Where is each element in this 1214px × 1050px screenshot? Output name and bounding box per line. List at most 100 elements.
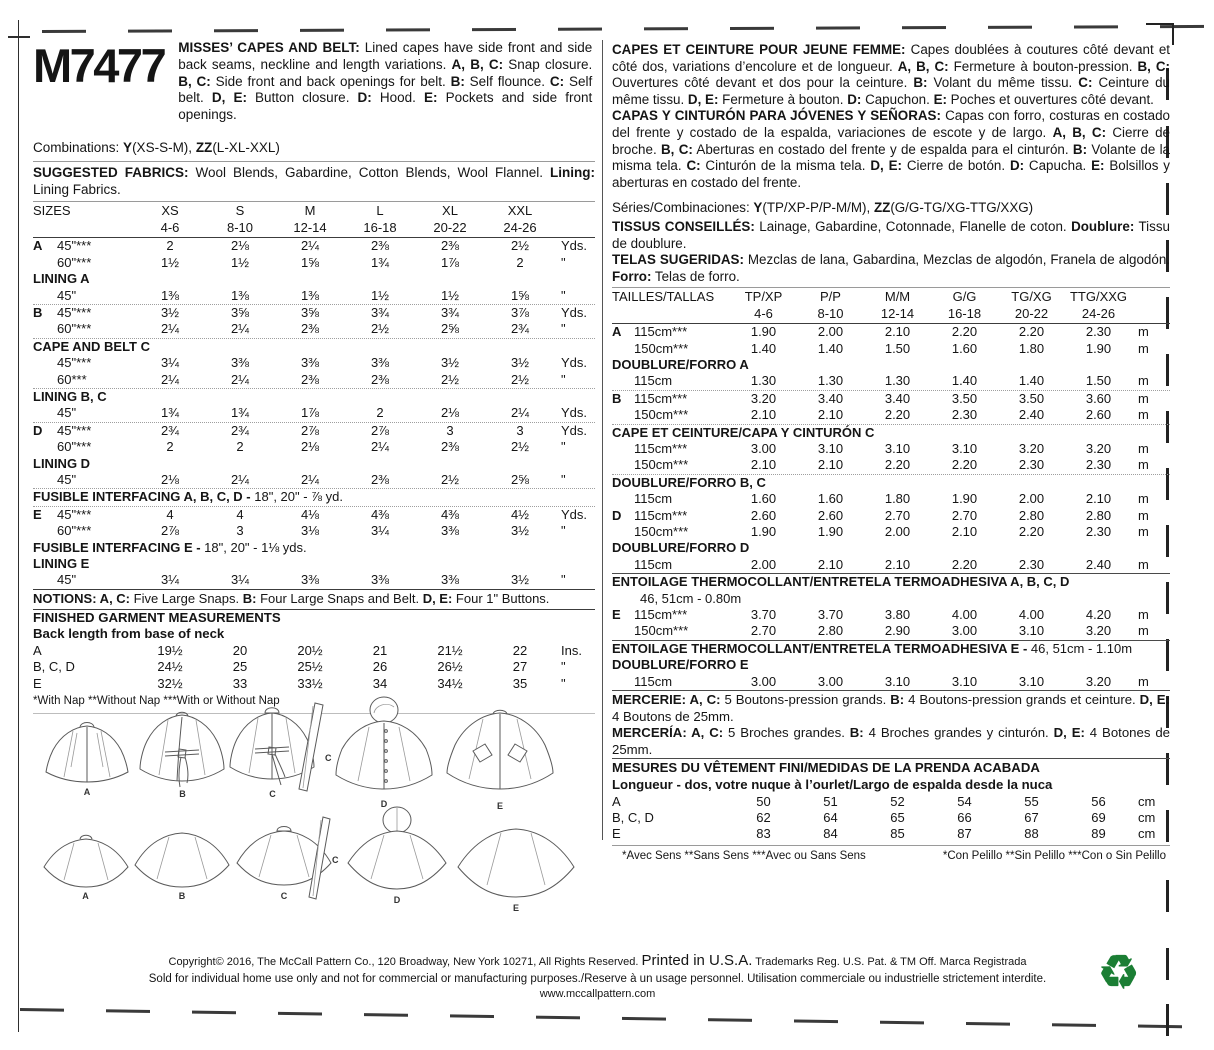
perforation-line-top: [41, 24, 1214, 33]
belt-c-front-drawing: C: [295, 701, 332, 793]
mercerie-line: MERCERIE: A, C: 5 Boutons-pression grand…: [612, 690, 1170, 724]
yardage-table-en: SIZES XS S M L XL XXL 4-6 8-10 12-14 16-18 20-22 24-…: [33, 201, 595, 588]
yardage-section-row: LINING B, C: [33, 387, 595, 405]
website-url: www.mccallpattern.com: [539, 988, 656, 1000]
pattern-description-es: CAPAS Y CINTURÓN PARA JÓVENES Y SEÑORAS:…: [612, 108, 1171, 190]
copyright-text: Copyright© 2016, The McCall Pattern Co.,…: [168, 956, 639, 968]
yardage-row: 45" 3¼ 3¼ 3⅜ 3⅜ 3⅜ 3½ ": [57, 572, 566, 588]
yardage-section-row: DOUBLURE/FORRO A: [612, 356, 749, 372]
yardage-section-row: ENTOILAGE THERMOCOLLANT/ENTRETELA TERMOA…: [612, 639, 1170, 657]
measurement-row: B, C, D 24½ 25 25½ 26 26½ 27 ": [33, 659, 566, 675]
cape-e-front-drawing: E: [441, 705, 559, 811]
yardage-section-row: DOUBLURE/FORRO E: [612, 657, 749, 673]
footer: Copyright© 2016, The McCall Pattern Co.,…: [95, 952, 1100, 1001]
home-use-line: Sold for individual home use only and no…: [148, 973, 1047, 985]
yardage-row: 150cm*** 1.90 1.90 2.00 2.10 2.20 2.30 m: [634, 524, 1149, 539]
registration-mark: [1166, 183, 1169, 215]
registration-mark: [1166, 525, 1169, 557]
yardage-row: D 115cm*** 2.60 2.60 2.70 2.70 2.80 2.80 m: [612, 507, 1149, 523]
tissus-conseilles: TISSUS CONSEILLÉS: Lainage, Gabardine, C…: [612, 218, 1170, 251]
printed-in-usa: Printed in U.S.A.: [641, 952, 753, 969]
perforation-line-bottom: [19, 1008, 1214, 1029]
yardage-section-row: DOUBLURE/FORRO D: [612, 540, 750, 556]
registration-mark: [1166, 297, 1169, 329]
nap-footnote-fr: *Avec Sens **Sans Sens ***Avec ou Sans S…: [622, 849, 866, 862]
cape-d-front-drawing: D: [331, 695, 437, 809]
cape-c-front-drawing: C: [225, 703, 320, 799]
table-header-row: TAILLES/TALLAS TP/XP P/P M/M G/G TG/XG TTG/XXG: [612, 287, 1170, 305]
cape-b-front-drawing: B: [135, 707, 230, 799]
pattern-description-en: MISSES’ CAPES AND BELT: Lined capes have…: [178, 40, 593, 123]
back-length-heading: Back length from base of neck: [33, 626, 225, 642]
finished-measurements-table-fr-es: A 50 51 52 54 55 56 cm B, C, D 62 64 65 66 67 69 cm E 83 8…: [612, 794, 1170, 843]
yardage-row: 45" 1⅜ 1⅜ 1⅜ 1½ 1½ 1⅝ ": [57, 287, 566, 303]
registration-mark: [1166, 126, 1169, 158]
garment-drawings: A B C: [33, 695, 598, 955]
registration-mark: [1166, 468, 1169, 500]
yardage-row: E 115cm*** 3.70 3.70 3.80 4.00 4.00 4.20 m: [612, 607, 1149, 623]
measurement-row: A 19½ 20 20½ 21 21½ 22 Ins.: [33, 642, 582, 658]
finished-measurements-heading: FINISHED GARMENT MEASUREMENTS: [33, 609, 281, 625]
mesures-heading: MESURES DU VÊTEMENT FINI/MEDIDAS DE LA P…: [612, 758, 1170, 777]
yardage-row: 115cm 2.00 2.10 2.10 2.20 2.30 2.40 m: [634, 556, 1149, 572]
yardage-section-row: LINING D: [33, 455, 91, 471]
yardage-section-row: CAPE AND BELT C: [33, 337, 595, 355]
left-edge-rule: [18, 20, 19, 1032]
yardage-row: 150cm*** 2.10 2.10 2.20 2.20 2.30 2.30 m: [634, 457, 1149, 473]
yardage-row: 60*** 2¼ 2¼ 2⅜ 2⅜ 2½ 2½ ": [57, 371, 566, 387]
registration-mark: [1166, 1004, 1169, 1036]
cape-a-front-drawing: A: [41, 717, 133, 797]
suggested-fabrics: SUGGESTED FABRICS: Wool Blends, Gabardin…: [33, 161, 595, 198]
yardage-row: 60"*** 2 2 2⅛ 2¼ 2⅜ 2½ ": [57, 439, 566, 455]
yardage-row: B 115cm*** 3.20 3.40 3.40 3.50 3.50 3.60 m: [612, 389, 1170, 407]
cape-d-back-drawing: D: [341, 805, 453, 905]
yardage-row: 60"*** 2⅞ 3 3⅛ 3¼ 3⅜ 3½ ": [57, 523, 566, 539]
yardage-subline-row: 46, 51cm - 0.80m: [640, 590, 742, 606]
registration-mark: [1166, 354, 1169, 386]
registration-mark: [1166, 696, 1169, 728]
corner-registration-bracket: [1146, 23, 1174, 45]
trademarks-text: Trademarks Reg. U.S. Pat. & TM Off. Marc…: [755, 956, 1027, 968]
english-column: M7477 MISSES’ CAPES AND BELT: Lined cape…: [33, 40, 595, 715]
nap-footnote-es: *Con Pelillo **Sin Pelillo ***Con o Sin …: [942, 849, 1166, 862]
yardage-section-row: FUSIBLE INTERFACING A, B, C, D - 18", 20…: [33, 488, 595, 505]
measurement-row: B, C, D 62 64 65 66 67 69 cm: [612, 810, 1156, 826]
yardage-row: 45" 1¾ 1¾ 1⅞ 2 2⅛ 2¼ Yds.: [57, 405, 588, 421]
yardage-section-row: LINING A: [33, 271, 90, 287]
registration-mark: [1166, 411, 1169, 443]
yardage-row: 115cm 3.00 3.00 3.10 3.10 3.10 3.20 m: [634, 673, 1149, 689]
left-edge-tick: [8, 36, 30, 38]
copyright-line: Copyright© 2016, The McCall Pattern Co.,…: [95, 952, 1100, 969]
yardage-section-row: CAPE ET CEINTURE/CAPA Y CINTURÓN C: [612, 423, 1170, 441]
registration-mark: [1166, 753, 1169, 785]
yardage-row: B 45"*** 3½ 3⅝ 3⅝ 3¾ 3¾ 3⅞ Yds.: [33, 303, 595, 321]
measurement-row: E 32½ 33 33½ 34 34½ 35 ": [33, 675, 566, 691]
table-header-row: 4-6 8-10 12-14 16-18 20-22 24-26: [612, 306, 1170, 325]
yardage-row: 115cm 1.60 1.60 1.80 1.90 2.00 2.10 m: [634, 491, 1149, 507]
registration-mark: [1166, 639, 1169, 671]
cape-e-back-drawing: E: [451, 823, 581, 913]
registration-mark: [1166, 880, 1169, 912]
combinations-line: Combinations: Y(XS-S-M), ZZ(L-XL-XXL): [33, 139, 280, 155]
yardage-row: A 45"*** 2 2⅛ 2¼ 2⅜ 2⅜ 2½ Yds.: [33, 238, 588, 254]
registration-mark: [1166, 68, 1169, 100]
yardage-row: 115cm*** 3.00 3.10 3.10 3.10 3.20 3.20 m: [634, 440, 1149, 456]
yardage-row: E 45"*** 4 4 4⅛ 4⅜ 4⅜ 4½ Yds.: [33, 505, 595, 523]
registration-mark: [1166, 810, 1169, 842]
cape-b-back-drawing: B: [129, 827, 235, 901]
yardage-section-row: DOUBLURE/FORRO B, C: [612, 473, 1170, 491]
yardage-row: 60"*** 2¼ 2¼ 2⅜ 2½ 2⅝ 2¾ ": [57, 321, 566, 337]
belt-c-back-drawing: C: [305, 815, 339, 901]
yardage-row: 45" 2⅛ 2¼ 2¼ 2⅜ 2½ 2⅝ ": [57, 471, 566, 487]
yardage-row: 45"*** 3¼ 3⅜ 3⅜ 3⅜ 3½ 3½ Yds.: [57, 355, 588, 371]
table-header-row: 4-6 8-10 12-14 16-18 20-22 24-26: [33, 220, 595, 239]
yardage-row: 60"*** 1½ 1½ 1⅝ 1¾ 1⅞ 2 ": [57, 254, 566, 270]
yardage-row: 150cm*** 2.70 2.80 2.90 3.00 3.10 3.20 m: [634, 623, 1149, 639]
header: M7477 MISSES’ CAPES AND BELT: Lined cape…: [33, 40, 595, 124]
yardage-section-row: FUSIBLE INTERFACING E - 18", 20" - 1⅛ yd…: [33, 539, 307, 555]
recycle-icon: ♻: [1098, 946, 1140, 998]
yardage-row: 150cm*** 2.10 2.10 2.20 2.30 2.40 2.60 m: [634, 407, 1149, 423]
yardage-section-row: ENTOILAGE THERMOCOLLANT/ENTRETELA TERMOA…: [612, 573, 1170, 590]
measurement-row: E 83 84 85 87 88 89 cm: [612, 826, 1156, 842]
